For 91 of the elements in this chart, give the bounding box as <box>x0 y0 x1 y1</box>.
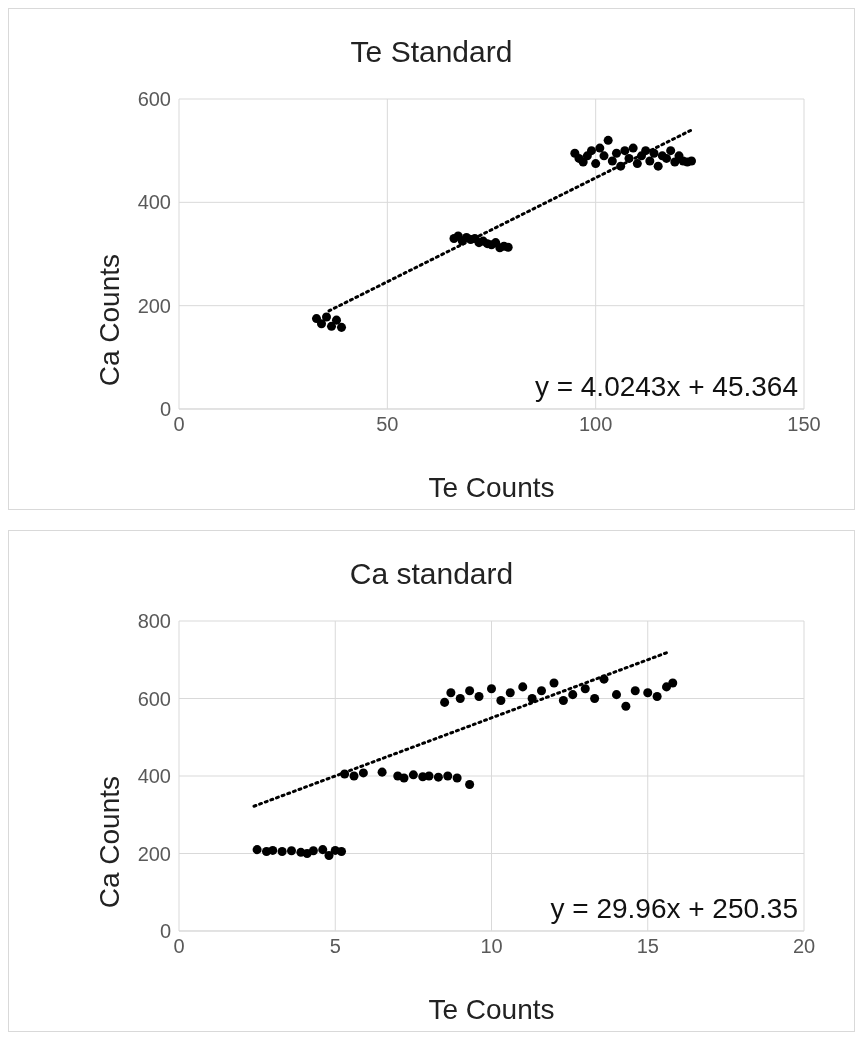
point <box>621 701 631 711</box>
point <box>549 678 559 688</box>
point <box>586 146 597 156</box>
x-tick-label: 15 <box>636 935 659 958</box>
annotation: y = 29.96x + 250.35 <box>550 893 798 925</box>
point <box>503 242 513 252</box>
point <box>624 153 634 163</box>
point <box>645 156 655 166</box>
point <box>452 773 462 783</box>
x-tick-label: 5 <box>329 935 341 958</box>
point <box>611 690 622 700</box>
x-axis-title: Te Counts <box>428 993 555 1025</box>
point <box>666 146 676 156</box>
point <box>620 146 630 156</box>
point <box>603 135 613 145</box>
point <box>668 678 678 688</box>
x-tick-label: 0 <box>173 413 185 436</box>
point <box>268 845 278 855</box>
chart-title: Te Standard <box>349 35 514 69</box>
point <box>641 146 651 156</box>
x-tick-label: 150 <box>787 413 821 436</box>
point <box>649 148 659 158</box>
point <box>591 159 601 169</box>
point <box>616 161 626 171</box>
point <box>486 684 497 694</box>
x-tick-label: 0 <box>173 935 185 958</box>
point <box>590 693 600 704</box>
y-tick-label: 200 <box>137 294 171 317</box>
point <box>474 692 484 702</box>
point <box>643 688 653 698</box>
point <box>628 143 638 153</box>
y-tick-label: 200 <box>137 842 171 865</box>
point <box>580 684 590 694</box>
point <box>632 159 642 169</box>
y-tick-label: 400 <box>137 191 171 214</box>
point <box>652 692 662 702</box>
point <box>324 850 334 860</box>
point <box>661 153 672 163</box>
point <box>465 780 475 790</box>
point <box>377 767 387 777</box>
point <box>611 148 622 158</box>
point <box>424 771 434 781</box>
x-tick-label: 20 <box>792 935 816 958</box>
y-axis-title: Ca Counts <box>93 254 125 387</box>
y-tick-label: 0 <box>159 398 171 421</box>
point <box>433 772 443 782</box>
point <box>252 845 262 855</box>
point <box>326 321 337 331</box>
point <box>496 695 506 705</box>
point <box>349 771 359 781</box>
point <box>568 690 578 700</box>
y-tick-label: 400 <box>137 765 171 788</box>
point <box>465 686 475 696</box>
y-tick-label: 800 <box>137 610 171 633</box>
point <box>536 686 547 696</box>
point <box>558 695 568 705</box>
x-tick-label: 10 <box>480 935 503 958</box>
point <box>599 674 609 684</box>
point <box>316 319 327 329</box>
point <box>455 693 465 704</box>
point <box>321 312 332 322</box>
point <box>286 846 297 856</box>
point <box>505 688 515 698</box>
point <box>446 688 456 698</box>
x-tick-label: 50 <box>376 413 399 436</box>
point <box>599 151 609 161</box>
point <box>399 773 409 783</box>
point <box>331 315 342 325</box>
x-tick-label: 100 <box>578 413 613 436</box>
chart-title: Ca standard <box>348 557 515 591</box>
y-axis-title: Ca Counts <box>93 776 125 909</box>
point <box>518 682 528 692</box>
point <box>318 845 328 855</box>
point <box>443 771 453 781</box>
annotation: y = 4.0243x + 45.364 <box>534 371 798 403</box>
point <box>440 697 450 707</box>
point <box>408 770 418 780</box>
point <box>277 847 287 857</box>
x-axis-title: Te Counts <box>428 471 555 503</box>
point <box>630 686 640 696</box>
y-tick-label: 600 <box>137 687 171 710</box>
y-tick-label: 0 <box>159 920 171 943</box>
point <box>340 769 350 779</box>
point <box>336 322 347 332</box>
point <box>527 693 537 704</box>
point <box>607 156 617 166</box>
point <box>308 846 318 856</box>
point <box>653 161 663 171</box>
point <box>595 143 605 153</box>
y-tick-label: 600 <box>137 88 171 111</box>
point <box>358 768 368 778</box>
